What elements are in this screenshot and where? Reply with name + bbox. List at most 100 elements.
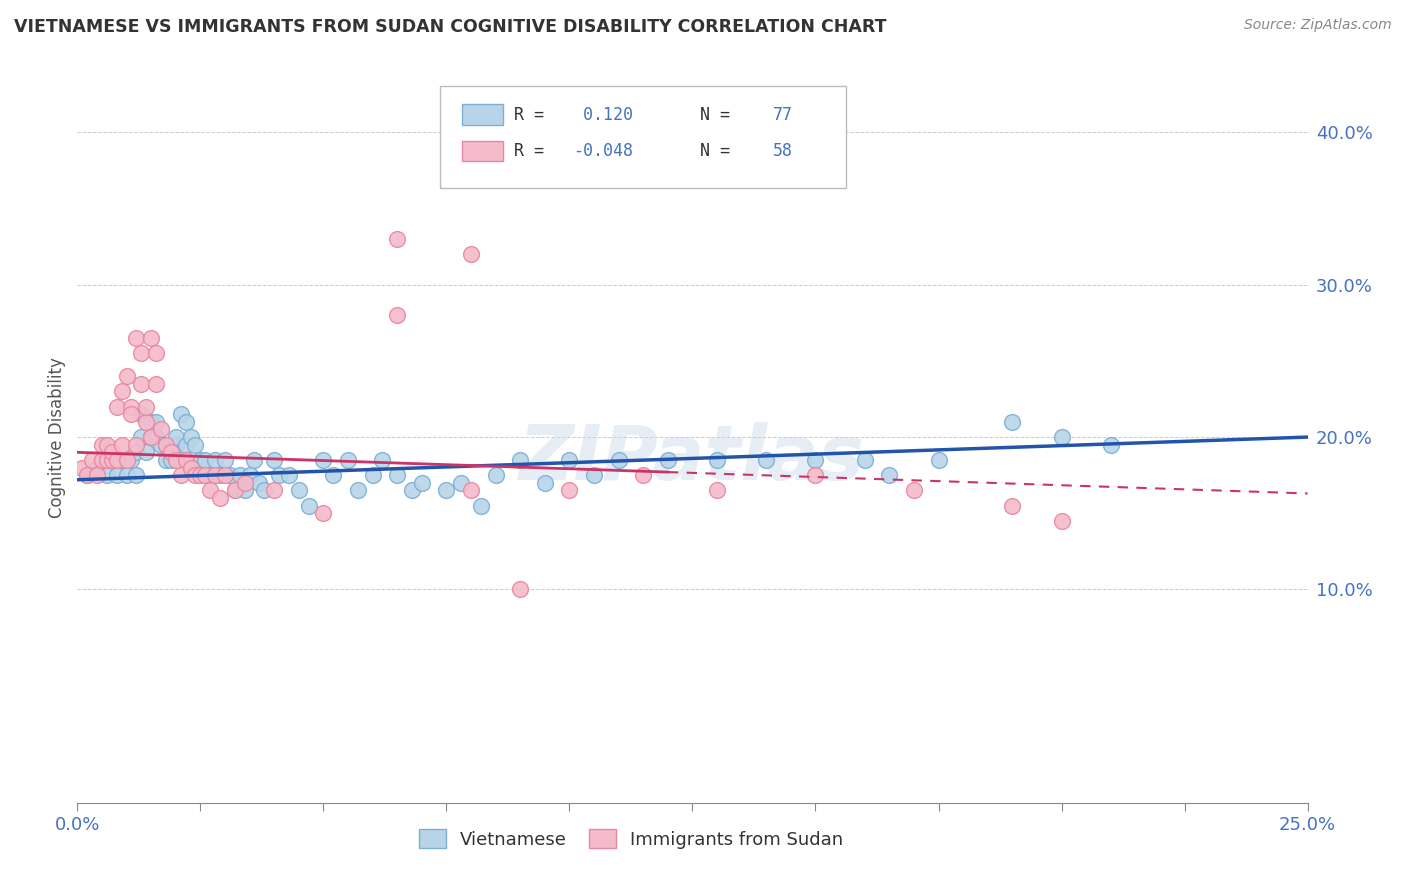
Point — [90, 438, 114, 452]
Point — [101, 453, 124, 467]
Point — [558, 483, 581, 498]
Text: ZIPatlas: ZIPatlas — [519, 422, 866, 496]
Point — [224, 483, 246, 498]
Point — [165, 430, 187, 444]
Point — [111, 384, 132, 399]
Point — [269, 468, 291, 483]
Point — [233, 483, 256, 498]
Text: R =: R = — [515, 105, 554, 123]
Point — [111, 438, 132, 452]
Point — [180, 460, 202, 475]
Point — [101, 445, 124, 459]
Point — [105, 400, 128, 414]
Point — [928, 453, 950, 467]
Point — [90, 453, 114, 467]
Point — [145, 376, 167, 391]
Point — [879, 468, 901, 483]
Point — [170, 468, 193, 483]
Point — [224, 483, 246, 498]
Point — [188, 453, 212, 467]
Point — [194, 468, 217, 483]
Point — [706, 453, 728, 467]
Point — [288, 483, 311, 498]
Point — [1001, 499, 1024, 513]
Point — [150, 438, 173, 452]
Point — [160, 445, 183, 459]
Point — [145, 415, 167, 429]
Point — [228, 468, 252, 483]
Point — [96, 468, 118, 483]
Point — [657, 453, 679, 467]
Point — [135, 415, 157, 429]
Point — [853, 453, 876, 467]
Point — [86, 468, 108, 483]
Point — [105, 468, 128, 483]
Point — [129, 430, 153, 444]
Point — [450, 475, 472, 490]
Point — [607, 453, 630, 467]
Point — [385, 232, 409, 246]
Point — [243, 453, 266, 467]
Point — [534, 475, 557, 490]
Text: -0.048: -0.048 — [574, 142, 633, 160]
Point — [70, 460, 93, 475]
Point — [165, 438, 187, 452]
Point — [298, 499, 321, 513]
Point — [460, 483, 482, 498]
Point — [115, 468, 138, 483]
Point — [121, 453, 143, 467]
Point — [385, 468, 409, 483]
Point — [509, 453, 531, 467]
Point — [125, 438, 148, 452]
Point — [129, 407, 153, 421]
Point — [96, 438, 118, 452]
Text: 0.120: 0.120 — [574, 105, 633, 123]
Point — [209, 491, 232, 505]
Point — [361, 468, 384, 483]
Text: 58: 58 — [772, 142, 793, 160]
Point — [263, 453, 285, 467]
Point — [155, 438, 177, 452]
Point — [470, 499, 492, 513]
Point — [105, 453, 128, 467]
Point — [170, 407, 193, 421]
Point — [101, 453, 124, 467]
Point — [121, 407, 143, 421]
Text: N =: N = — [681, 142, 740, 160]
Point — [633, 468, 655, 483]
Point — [115, 453, 138, 467]
Legend: Vietnamese, Immigrants from Sudan: Vietnamese, Immigrants from Sudan — [412, 822, 851, 856]
Point — [322, 468, 344, 483]
Point — [174, 438, 197, 452]
Point — [204, 468, 226, 483]
Point — [233, 475, 256, 490]
Point — [337, 453, 360, 467]
Point — [312, 453, 335, 467]
Point — [804, 453, 827, 467]
Point — [755, 453, 778, 467]
Point — [209, 468, 232, 483]
Point — [188, 468, 212, 483]
Text: Source: ZipAtlas.com: Source: ZipAtlas.com — [1244, 18, 1392, 32]
Point — [76, 468, 98, 483]
Point — [411, 475, 433, 490]
Point — [200, 468, 222, 483]
Point — [111, 453, 132, 467]
Point — [263, 483, 285, 498]
Point — [121, 400, 143, 414]
Point — [278, 468, 301, 483]
Point — [401, 483, 423, 498]
Point — [509, 582, 531, 597]
Point — [180, 430, 202, 444]
Y-axis label: Cognitive Disability: Cognitive Disability — [48, 357, 66, 517]
FancyBboxPatch shape — [463, 141, 503, 161]
Point — [174, 453, 197, 467]
Point — [129, 376, 153, 391]
Point — [155, 438, 177, 452]
Point — [145, 346, 167, 360]
Point — [558, 453, 581, 467]
Point — [90, 453, 114, 467]
Point — [184, 468, 207, 483]
Point — [200, 483, 222, 498]
Point — [312, 506, 335, 520]
